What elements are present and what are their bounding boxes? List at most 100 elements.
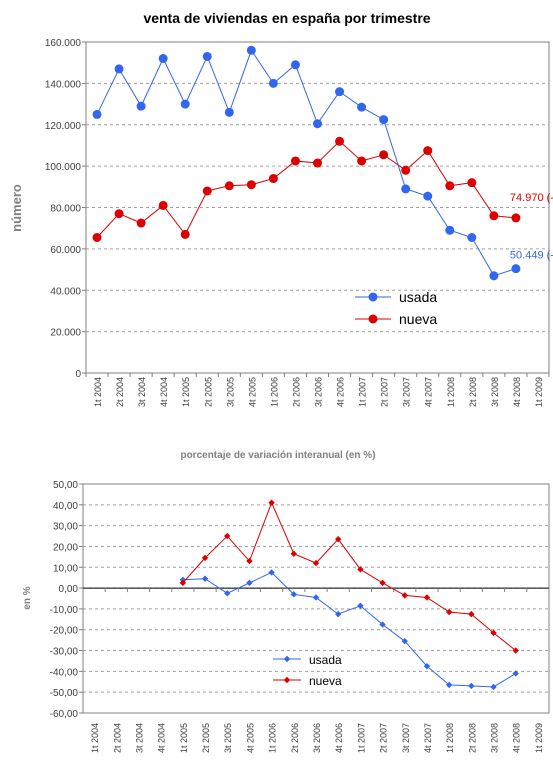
chart1-x-tick-label: 3t 2006 [314, 377, 324, 407]
chart1-y-tick-label: 20.000 [50, 328, 81, 339]
chart2-x-tick-label: 1t 2009 [534, 723, 544, 753]
chart1-plot: 0 20.000 40.000 60.000 80.000 100.000 120.000 1… [45, 38, 553, 407]
chart2-x-tick-label: 2t 2008 [467, 723, 477, 753]
chart1-point-usada [423, 191, 433, 201]
chart2-point-usada [334, 610, 342, 618]
chart1-annotation-usada: 50.449 (-41%) [510, 250, 553, 262]
chart2-title: porcentaje de variación interanual (en %… [180, 450, 375, 461]
chart2-x-tick-label: 1t 2008 [445, 723, 455, 753]
chart2-point-usada [379, 621, 386, 628]
chart2-point-nueva [312, 559, 320, 567]
chart1-point-usada [224, 107, 234, 117]
chart1-point-usada [268, 78, 278, 88]
chart2-x-tick-label: 2t 2004 [112, 723, 122, 753]
chart1-x-tick-label: 1t 2008 [446, 377, 456, 407]
chart1-point-nueva [313, 158, 322, 168]
chart1-point-nueva [467, 178, 477, 188]
chart1-point-usada [92, 109, 102, 119]
chart2-x-tick-label: 4t 2006 [334, 723, 344, 753]
chart2-point-nueva [334, 535, 342, 543]
chart2-point-nueva [379, 579, 386, 587]
chart1-legend-label-nueva: nueva [399, 311, 437, 327]
chart1-point-nueva [246, 180, 256, 190]
chart1-x-tick-label: 4t 2008 [512, 377, 522, 407]
chart1-x-tick-label: 1t 2009 [534, 377, 544, 407]
chart1-point-nueva [489, 211, 499, 221]
chart1-point-nueva [290, 156, 300, 166]
chart2-x-tick-label: 4t 2008 [512, 723, 522, 753]
chart2-point-usada [268, 569, 275, 576]
chart1-legend: usada nueva [355, 289, 437, 327]
chart2-point-usada [357, 602, 364, 609]
chart1-x-tick-label: 2t 2006 [291, 377, 301, 407]
chart1-point-nueva [379, 150, 389, 160]
chart1-series-usada-line [96, 49, 517, 277]
chart2-point-usada [201, 575, 209, 582]
chart1-point-nueva [158, 200, 168, 210]
chart2-point-nueva [423, 594, 431, 601]
chart1-point-usada [114, 64, 124, 74]
chart2-legend-label-usada: usada [309, 653, 342, 667]
chart2-x-tick-label: 3t 2007 [401, 723, 411, 753]
chart1-point-nueva [401, 165, 411, 175]
chart1-point-nueva [423, 146, 433, 156]
chart1-y-tick-label: 120.000 [45, 121, 82, 132]
chart2-y-tick-label: -10,00 [50, 605, 79, 616]
chart1-point-nueva [114, 209, 124, 219]
chart1-point-usada [357, 102, 367, 112]
chart1-x-tick-label: 2t 2008 [468, 377, 478, 407]
chart1-x-tick-label: 4t 2004 [159, 377, 169, 407]
chart1-x-tick-label: 1t 2005 [181, 377, 191, 407]
chart2-x-tick-label: 3t 2004 [134, 723, 144, 753]
chart2-x-tick-label: 4t 2005 [245, 723, 255, 753]
chart2-point-nueva [357, 566, 364, 573]
chart2-point-usada [512, 670, 519, 677]
chart2-plot: -60,00 -50,00 -40,00 -30,00 -20,00 -10,00 0,00… [50, 480, 550, 753]
chart2-x-tick-label: 2t 2006 [290, 723, 300, 753]
chart1-point-usada [379, 115, 389, 125]
chart2-x-tick-label: 1t 2007 [356, 723, 366, 753]
chart2-legend: usada nueva [273, 653, 342, 688]
chart1-point-nueva [357, 156, 367, 166]
chart1-x-tick-label: 1t 2006 [269, 377, 279, 407]
chart1-x-tick-label: 2t 2005 [203, 377, 213, 407]
chart1-plot-area [85, 41, 550, 374]
chart2-y-tick-label: -60,00 [50, 709, 79, 720]
chart2-plot-area [82, 483, 550, 714]
chart1-point-nueva [136, 218, 146, 228]
chart1-y-tick-label: 80.000 [50, 204, 81, 215]
chart2-point-nueva [224, 532, 231, 540]
chart1-legend-marker-nueva [368, 314, 378, 324]
chart2-series-usada-line [182, 571, 516, 688]
chart1-x-tick-label: 4t 2007 [424, 377, 434, 407]
chart2-point-nueva [468, 610, 475, 618]
chart1-point-usada [489, 271, 499, 281]
chart2-x-tick-label: 2t 2005 [201, 723, 211, 753]
chart2-point-usada [401, 637, 408, 645]
chart1-x-tick-label: 3t 2004 [137, 377, 147, 407]
chart2-y-tick-label: 50,00 [53, 480, 78, 491]
chart1-point-usada [290, 60, 300, 70]
chart1-point-usada [246, 45, 256, 55]
chart2-point-usada [468, 682, 475, 690]
chart2-point-nueva [290, 550, 298, 557]
chart1-x-tick-label: 1t 2007 [358, 377, 368, 407]
chart1-y-tick-label: 60.000 [50, 245, 81, 256]
chart2-legend-marker-usada [283, 655, 291, 663]
chart2-x-tick-label: 3t 2006 [312, 723, 322, 753]
chart1-point-usada [467, 232, 477, 242]
chart1-x-tick-label: 4t 2005 [247, 377, 257, 407]
chart1-point-nueva [335, 136, 345, 146]
chart2-point-nueva [490, 629, 497, 637]
chart2-y-tick-label: 40,00 [53, 501, 78, 512]
chart2-point-usada [490, 683, 497, 691]
chart1-point-nueva [202, 186, 212, 196]
chart2-x-tick-label: 2t 2007 [379, 723, 389, 753]
chart2-x-tick-label: 1t 2006 [268, 723, 278, 753]
chart1-point-usada [511, 264, 521, 274]
chart2-point-nueva [179, 579, 187, 587]
chart2-y-tick-label: 20,00 [53, 542, 78, 553]
chart2-point-usada [246, 579, 253, 587]
chart2-point-usada [312, 594, 320, 601]
chart1-point-nueva [224, 181, 234, 191]
